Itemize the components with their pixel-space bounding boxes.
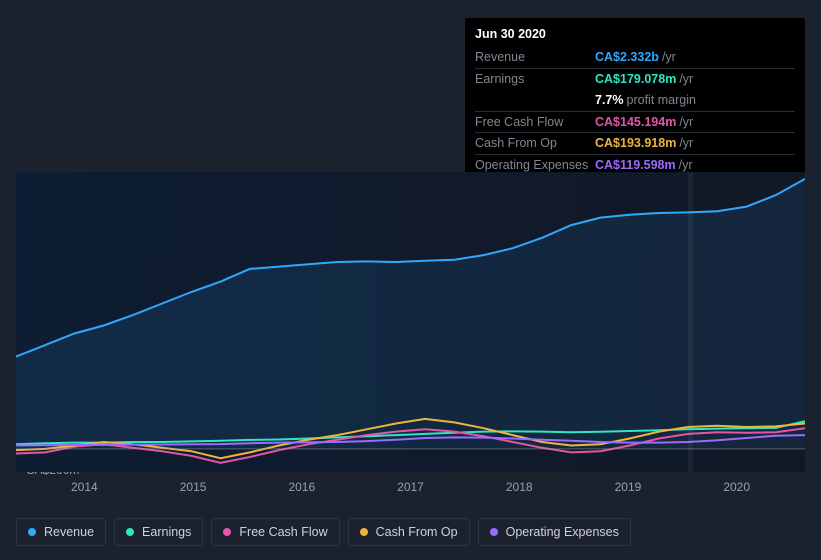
tooltip-row-label: Revenue xyxy=(475,47,595,68)
legend-item-label: Free Cash Flow xyxy=(239,525,327,539)
legend-dot-icon xyxy=(360,528,368,536)
tooltip-row: RevenueCA$2.332b/yr xyxy=(475,47,795,68)
x-axis: 2014201520162017201820192020 xyxy=(16,480,805,494)
x-axis-label: 2014 xyxy=(30,480,139,494)
tooltip-row-label: Free Cash Flow xyxy=(475,111,595,133)
legend-dot-icon xyxy=(223,528,231,536)
x-axis-label: 2020 xyxy=(682,480,791,494)
tooltip-row: Free Cash FlowCA$145.194m/yr xyxy=(475,111,795,133)
x-axis-label: 2018 xyxy=(465,480,574,494)
tooltip-row: Cash From OpCA$193.918m/yr xyxy=(475,133,795,155)
x-axis-label: 2015 xyxy=(139,480,248,494)
legend-dot-icon xyxy=(28,528,36,536)
legend-dot-icon xyxy=(126,528,134,536)
x-axis-label: 2016 xyxy=(247,480,356,494)
tooltip-row-label xyxy=(475,90,595,111)
tooltip-row-value: CA$145.194m/yr xyxy=(595,111,795,133)
tooltip-row: 7.7%profit margin xyxy=(475,90,795,111)
legend-item-label: Revenue xyxy=(44,525,94,539)
legend-dot-icon xyxy=(490,528,498,536)
tooltip-date: Jun 30 2020 xyxy=(475,26,795,43)
hover-indicator xyxy=(688,172,693,472)
legend-item-label: Cash From Op xyxy=(376,525,458,539)
tooltip-row-label: Cash From Op xyxy=(475,133,595,155)
x-axis-label: 2017 xyxy=(356,480,465,494)
legend-item-operating-expenses[interactable]: Operating Expenses xyxy=(478,518,631,546)
legend: Revenue Earnings Free Cash Flow Cash From O… xyxy=(16,518,631,546)
legend-item-revenue[interactable]: Revenue xyxy=(16,518,106,546)
tooltip-row-value: CA$2.332b/yr xyxy=(595,47,795,68)
tooltip-row: EarningsCA$179.078m/yr xyxy=(475,68,795,89)
tooltip-row-value: 7.7%profit margin xyxy=(595,90,795,111)
tooltip-row-value: CA$193.918m/yr xyxy=(595,133,795,155)
legend-item-free-cash-flow[interactable]: Free Cash Flow xyxy=(211,518,339,546)
legend-item-label: Earnings xyxy=(142,525,191,539)
tooltip-table: RevenueCA$2.332b/yrEarningsCA$179.078m/y… xyxy=(475,47,795,176)
legend-item-label: Operating Expenses xyxy=(506,525,619,539)
chart-tooltip: Jun 30 2020 RevenueCA$2.332b/yrEarningsC… xyxy=(465,18,805,182)
x-axis-label: 2019 xyxy=(574,480,683,494)
chart-area[interactable] xyxy=(16,172,805,472)
legend-item-earnings[interactable]: Earnings xyxy=(114,518,203,546)
tooltip-row-label: Earnings xyxy=(475,68,595,89)
tooltip-row-value: CA$179.078m/yr xyxy=(595,68,795,89)
legend-item-cash-from-op[interactable]: Cash From Op xyxy=(348,518,470,546)
